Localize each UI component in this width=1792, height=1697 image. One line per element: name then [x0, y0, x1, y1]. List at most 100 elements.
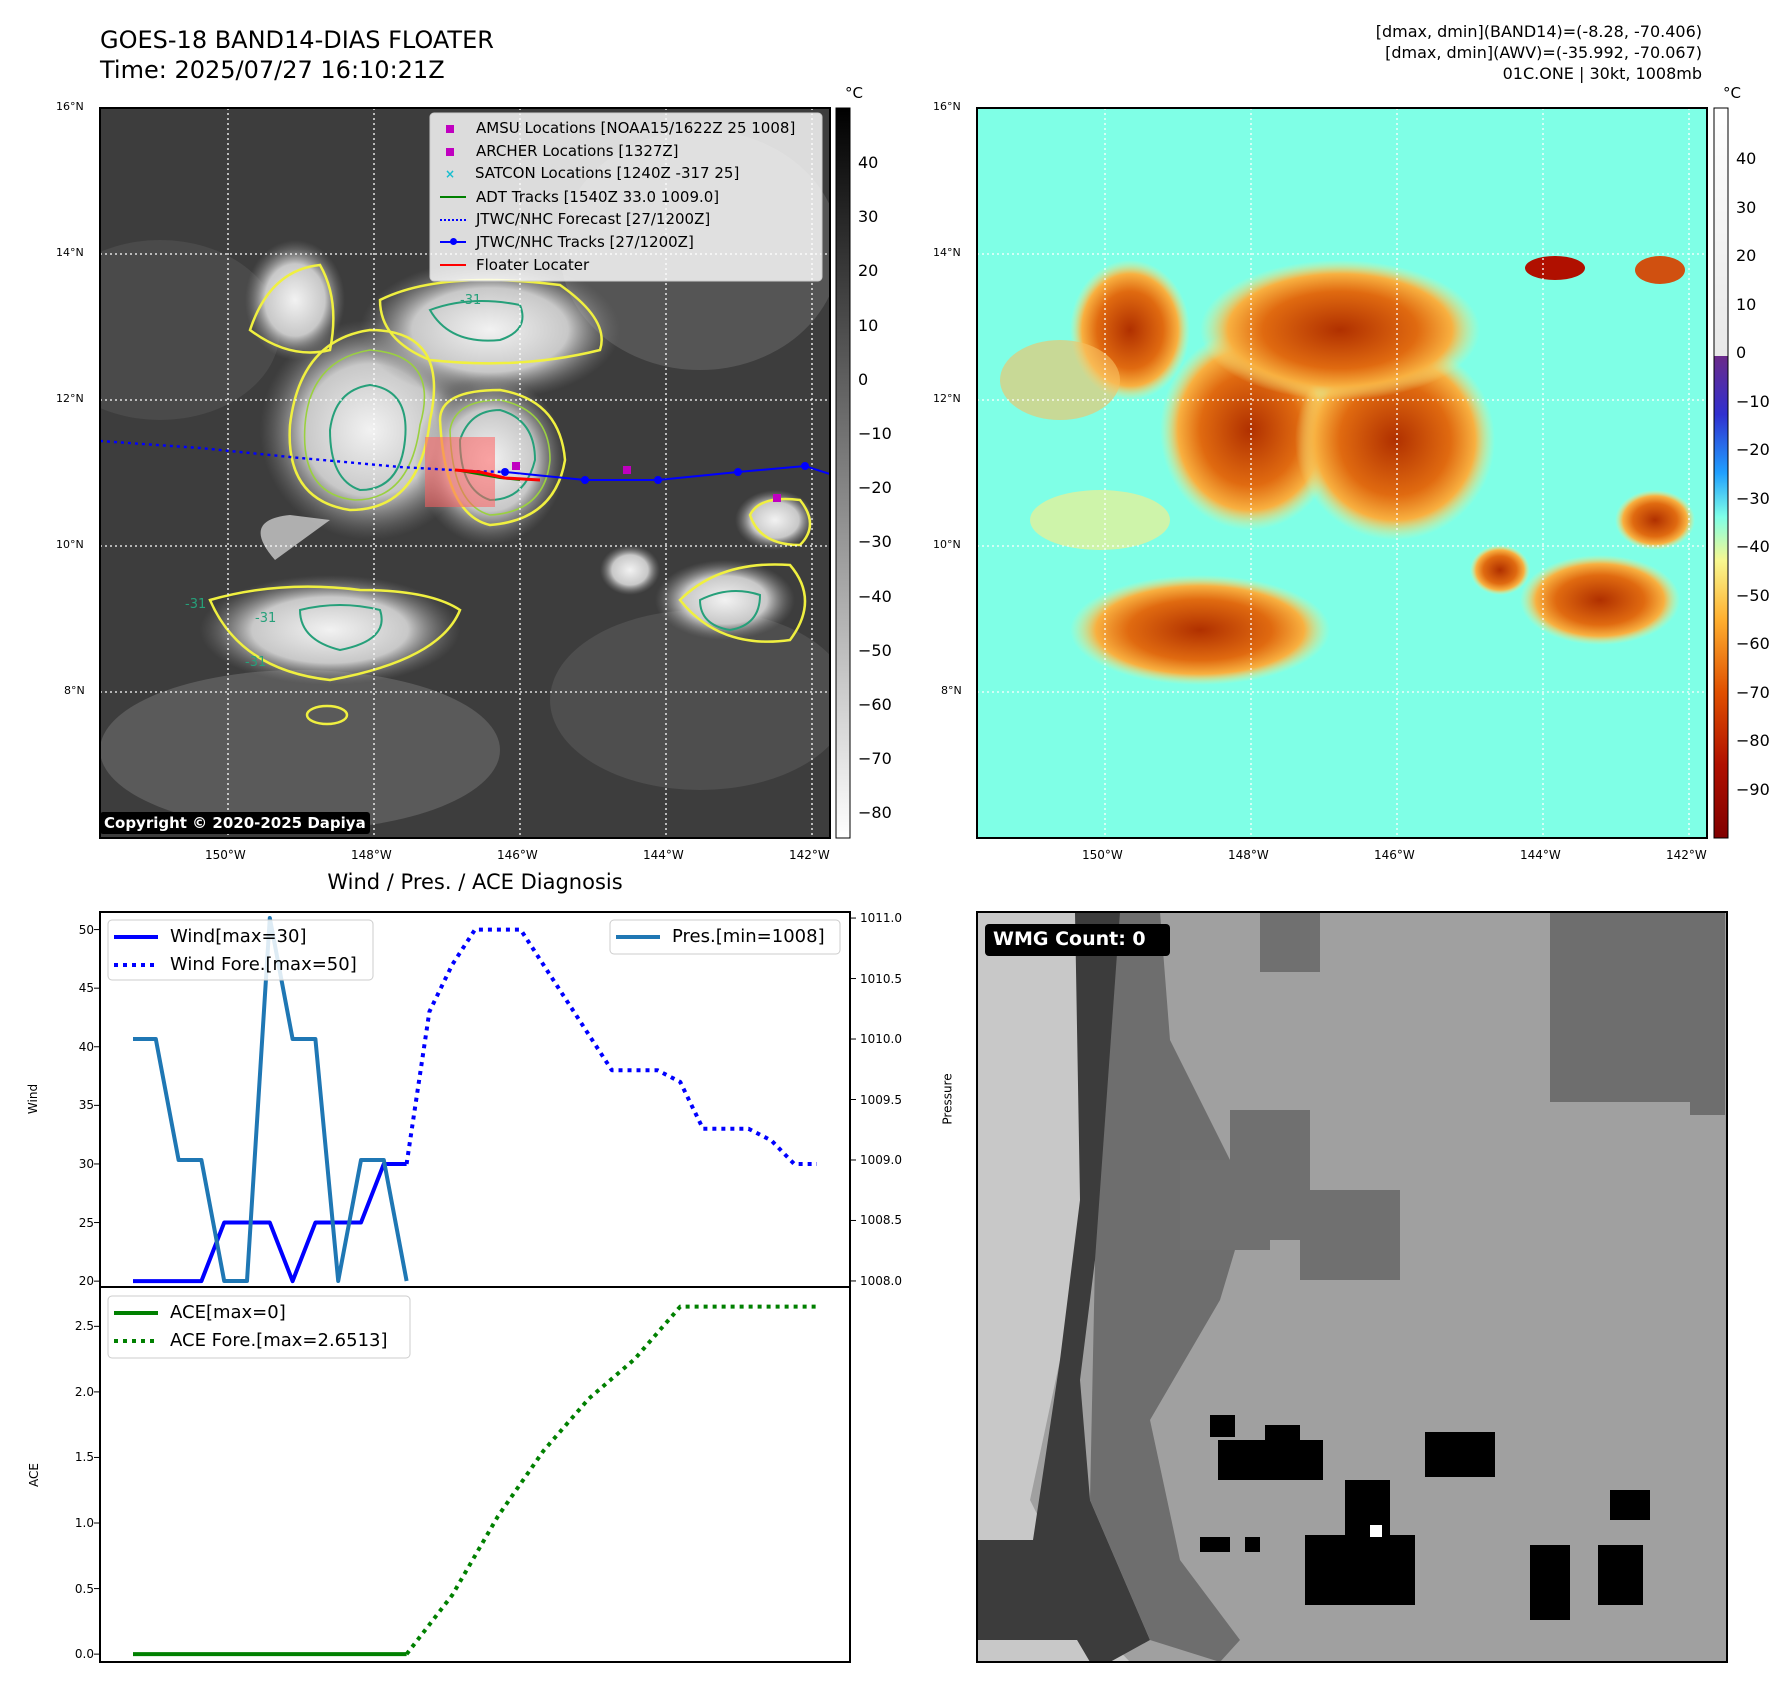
wind-legend-label: Wind[max=30]	[170, 926, 307, 947]
colorbar1-tick-label: −70	[858, 749, 892, 769]
lat-label-8: 8°N	[941, 684, 962, 697]
pressure-tick-label: 1008.5	[860, 1213, 902, 1228]
x-marker-icon: ×	[445, 167, 456, 182]
colorbar2-tick-label: 0	[1736, 343, 1747, 362]
wmg-count-label: WMG Count: 0	[993, 928, 1146, 950]
stats-line-2: [dmax, dmin](AWV)=(-35.992, -70.067)	[1385, 43, 1702, 62]
awv-map-grid	[977, 108, 1707, 838]
colorbar2-tick-label: 30	[1736, 197, 1757, 217]
colorbar2-tick-label: −40	[1736, 537, 1770, 556]
ace-tick-label: 1.0	[74, 1516, 94, 1530]
figure-title: GOES-18 BAND14-DIAS FLOATER	[100, 26, 494, 54]
archer-marker	[623, 466, 631, 474]
solid-line-icon	[440, 196, 466, 199]
lon-label-148: 148°W	[1228, 848, 1269, 862]
lat-label-14: 14°N	[56, 246, 84, 259]
pressure-tick-label: 1008.0	[860, 1273, 902, 1288]
colorbar1-tick-label: 20	[858, 261, 879, 281]
pressure-tick-label: 1010.0	[860, 1032, 902, 1047]
gray-colorbar	[835, 107, 851, 839]
lat-label-10: 10°N	[933, 538, 961, 551]
lat-label-10: 10°N	[56, 538, 84, 551]
ace-tick-label: 2.5	[74, 1319, 94, 1334]
stats-line-1: [dmax, dmin](BAND14)=(-8.28, -70.406)	[1375, 22, 1702, 41]
pres-legend-box	[609, 919, 841, 955]
legend-adt: ADT Tracks [1540Z 33.0 1009.0]	[440, 186, 795, 209]
colorbar1-tick-label: −40	[858, 586, 892, 606]
colorbar1-tick-label: −30	[858, 532, 892, 552]
colorbar1-tick-label: −20	[858, 478, 892, 498]
map-legend: AMSU Locations [NOAA15/1622Z 25 1008] AR…	[440, 117, 795, 276]
diag-ticks	[94, 917, 856, 1655]
colorbar2-tick-label: −30	[1736, 488, 1770, 508]
lat-label-12: 12°N	[933, 392, 961, 405]
colorbar2-tick-label: −80	[1736, 731, 1770, 750]
colorbar2-tick-label: −90	[1736, 779, 1770, 799]
wmg-count-badge	[985, 924, 1170, 956]
colorbar1-tick-label: 0	[858, 369, 869, 389]
colorbar2-tick-label: 10	[1736, 294, 1757, 314]
ace-fore-legend-label: ACE Fore.[max=2.6513]	[170, 1330, 388, 1351]
ace-tick-label: 0.0	[74, 1647, 94, 1662]
legend-satcon: × SATCON Locations [1240Z -317 25]	[440, 162, 795, 186]
legend-floater-label: Floater Locater	[476, 255, 590, 274]
copyright-badge: Copyright © 2020-2025 Dapiya	[100, 812, 370, 834]
ace-legend-box	[107, 1295, 411, 1359]
colorbar1-tick-label: 10	[858, 315, 879, 335]
pressure-tick-label: 1011.0	[860, 911, 902, 926]
pressure-axis-label: Pressure	[940, 1073, 955, 1125]
lon-label-150: 150°W	[1082, 848, 1123, 862]
lon-label-146: 146°W	[497, 848, 538, 862]
legend-archer: ARCHER Locations [1327Z]	[440, 140, 795, 163]
legend-amsu-label: AMSU Locations [NOAA15/1622Z 25 1008]	[476, 119, 796, 137]
legend-floater: Floater Locater	[440, 254, 795, 277]
lon-label-142: 142°W	[1666, 848, 1707, 862]
legend-satcon-label: SATCON Locations [1240Z -317 25]	[475, 164, 740, 183]
colorbar2-tick-label: 40	[1736, 149, 1757, 168]
dotted-line-icon	[440, 218, 466, 221]
pressure-tick-label: 1009.0	[860, 1152, 902, 1167]
copyright-text: Copyright © 2020-2025 Dapiya	[104, 814, 366, 832]
colorbar2-unit: °C	[1723, 84, 1741, 102]
lat-label-8: 8°N	[64, 684, 85, 697]
wind-fore-legend-label: Wind Fore.[max=50]	[170, 954, 357, 975]
ace-axis-label: ACE	[26, 1463, 41, 1487]
pres-legend-label: Pres.[min=1008]	[672, 926, 825, 947]
lat-label-16: 16°N	[56, 100, 84, 113]
square-marker-icon	[446, 125, 454, 133]
contour-label: -31	[255, 611, 277, 626]
map-legend-box	[429, 112, 823, 282]
pressure-series-line	[133, 916, 409, 1283]
pressure-tick-label: 1009.5	[860, 1092, 902, 1107]
lon-label-150: 150°W	[205, 848, 246, 862]
wind-tick-label: 30	[78, 1156, 94, 1171]
diagnosis-panel	[94, 911, 856, 1663]
awv-map-panel	[976, 107, 1708, 839]
stats-line-3: 01C.ONE | 30kt, 1008mb	[1502, 64, 1702, 83]
colorbar2-tick-label: 20	[1736, 246, 1757, 265]
lat-label-16: 16°N	[933, 100, 961, 113]
awv-cloud-field	[977, 108, 1707, 838]
wind-tick-label: 45	[78, 981, 94, 996]
ir-map-panel	[99, 107, 831, 839]
wind-legend-box	[107, 919, 374, 981]
colorbar1-tick-label: −60	[858, 695, 892, 714]
wind-tick-label: 25	[78, 1215, 94, 1230]
amsu-marker	[512, 462, 520, 470]
archer-marker-2	[773, 494, 781, 502]
ace-legend-label: ACE[max=0]	[170, 1302, 286, 1323]
colorbar2-tick-label: −70	[1736, 682, 1770, 702]
lon-label-144: 144°W	[643, 848, 684, 862]
solid-line-icon	[440, 264, 466, 267]
colorbar1-tick-label: −10	[858, 424, 892, 443]
lon-label-142: 142°W	[789, 848, 830, 862]
contour-label: -31	[185, 597, 207, 612]
legend-tracks-label: JTWC/NHC Tracks [27/1200Z]	[476, 232, 694, 251]
colorbar1-tick-label: −50	[858, 640, 892, 660]
wind-axis-label: Wind	[26, 1083, 41, 1115]
ace-tick-label: 0.5	[74, 1581, 94, 1596]
lat-label-14: 14°N	[933, 246, 961, 259]
pressure-tick-label: 1010.5	[860, 971, 902, 986]
lon-label-144: 144°W	[1520, 848, 1561, 862]
figure-time: Time: 2025/07/27 16:10:21Z	[100, 56, 445, 84]
